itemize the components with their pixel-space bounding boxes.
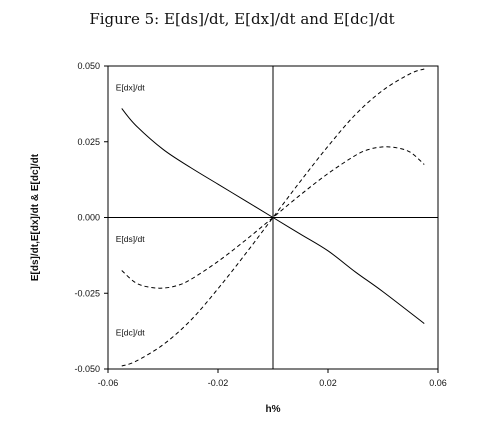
figure-title: Figure 5: E[ds]/dt, E[dx]/dt and E[dc]/d… <box>89 10 395 28</box>
y-tick-label: 0.000 <box>77 213 100 223</box>
y-tick-label: -0.025 <box>74 288 100 298</box>
x-axis-title: h% <box>266 404 281 415</box>
annotations: E[dx]/dt E[ds]/dt E[dc]/dt <box>116 82 145 337</box>
series-line-e-ds-dt <box>121 146 425 289</box>
y-axis-title: E[ds]/dt,E[dx]/dt & E[dc]/dt <box>30 153 41 281</box>
x-tick-label: -0.02 <box>208 378 229 388</box>
x-axis: -0.06 -0.02 0.02 0.06 <box>98 369 447 388</box>
x-tick-label: 0.02 <box>319 378 337 388</box>
series-annotation: E[dc]/dt <box>116 328 145 338</box>
series-line-e-dx-dt <box>121 108 425 324</box>
series-layer <box>121 68 425 367</box>
x-tick-label: -0.06 <box>98 378 119 388</box>
x-tick-label: 0.06 <box>429 378 447 388</box>
y-axis: -0.050 -0.025 0.000 0.025 0.050 <box>74 61 108 374</box>
y-tick-label: 0.025 <box>77 137 100 147</box>
series-annotation: E[dx]/dt <box>116 82 145 92</box>
y-tick-label: -0.050 <box>74 364 100 374</box>
y-tick-label: 0.050 <box>77 61 100 71</box>
series-annotation: E[ds]/dt <box>116 234 145 244</box>
